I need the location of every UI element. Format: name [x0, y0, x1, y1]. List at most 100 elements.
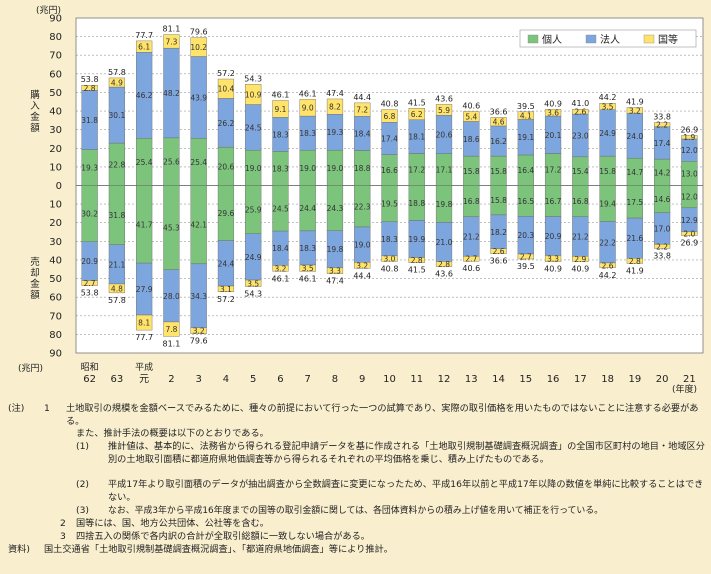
sale-total-label: 57.8: [108, 296, 126, 305]
x-category-label: 17: [574, 374, 587, 385]
y-tick-label: 80: [49, 330, 62, 341]
sale-segment-label: 25.9: [245, 206, 262, 215]
purchase-segment-label: 20.6: [436, 131, 453, 140]
purchase-segment-label: 10.9: [245, 90, 262, 99]
purchase-total-label: 46.1: [272, 90, 290, 99]
purchase-segment-label: 3.6: [547, 109, 559, 118]
x-category-label: 4: [223, 374, 229, 385]
purchase-segment-label: 19.3: [81, 164, 98, 173]
x-category-label: 6: [277, 374, 283, 385]
purchase-segment-label: 20.6: [218, 162, 235, 171]
y-tick-label: 30: [49, 125, 62, 136]
sale-segment-label: 21.1: [109, 260, 126, 269]
purchase-segment-label: 13.0: [681, 169, 698, 178]
sale-total-label: 26.9: [680, 239, 698, 248]
purchase-bar-segment: [354, 102, 371, 117]
sale-segment-label: 20.9: [81, 257, 98, 266]
purchase-segment-label: 31.8: [81, 116, 98, 125]
purchase-side-label: 金: [30, 111, 40, 123]
sale-segment-label: 3.0: [384, 255, 396, 264]
purchase-total-label: 40.9: [544, 99, 562, 108]
sale-segment-label: 31.8: [109, 211, 126, 220]
purchase-segment-label: 25.4: [190, 158, 207, 167]
purchase-total-label: 47.4: [326, 89, 344, 98]
purchase-total-label: 81.1: [163, 25, 181, 34]
purchase-side-label: 購: [30, 89, 40, 101]
purchase-bar-segment: [544, 109, 562, 117]
sale-segment-label: 18.3: [299, 244, 316, 253]
purchase-segment-label: 24.9: [599, 129, 616, 138]
y-tick-label: 90: [49, 14, 62, 25]
sale-bar-segment: [190, 327, 207, 334]
purchase-segment-label: 17.1: [436, 166, 453, 175]
note-1: (注) 1 土地取引の規模を金額ベースでみるために、種々の前提において行った一つ…: [8, 403, 706, 428]
note-2: 2 国等には、国、地方公共団体、公社等を含む。: [8, 518, 706, 531]
sale-segment-label: 2.8: [438, 260, 450, 269]
source-note: 資料) 国土交通省「土地取引規制基礎調査概況調査」、「都道府県地価調査」等により…: [8, 544, 706, 557]
sale-segment-label: 8.1: [138, 319, 150, 328]
sale-bar-segment: [435, 261, 453, 267]
sale-total-label: 46.1: [272, 274, 290, 283]
note-2-text: 国等には、国、地方公共団体、公社等を含む。: [76, 518, 269, 529]
note-2-number: 2: [60, 518, 66, 529]
sale-bar-segment: [408, 257, 425, 263]
sale-bar-segment: [245, 279, 262, 287]
x-unit-label: (兆円): [18, 363, 43, 374]
purchase-segment-label: 23.0: [572, 131, 589, 140]
sale-segment-label: 2.6: [493, 247, 505, 256]
sale-bar-segment: [490, 248, 507, 254]
sale-bar-segment: [517, 253, 534, 260]
sale-total-label: 57.2: [217, 295, 235, 304]
year-unit-label: (年度): [672, 383, 697, 395]
purchase-segment-label: 12.0: [681, 146, 698, 155]
sale-segment-label: 24.4: [218, 259, 235, 268]
plot-border: [75, 17, 704, 354]
x-category-label: 13: [465, 374, 478, 385]
purchase-segment-label: 16.4: [517, 166, 534, 175]
sale-total-label: 46.1: [299, 274, 317, 283]
sale-segment-label: 2.8: [629, 257, 641, 266]
y-tick-label: 60: [49, 293, 62, 304]
legend-swatch: [527, 34, 539, 44]
purchase-segment-label: 9.1: [274, 105, 286, 114]
sale-bar-segment: [654, 244, 671, 249]
purchase-side-label: 額: [30, 122, 40, 134]
sale-segment-label: 3.5: [247, 279, 259, 288]
legend-label: 国等: [658, 33, 678, 46]
purchase-segment-label: 24.0: [626, 132, 643, 141]
purchase-segment-label: 46.2: [136, 91, 153, 100]
purchase-total-label: 36.6: [490, 107, 508, 116]
x-category-label: 18: [601, 374, 614, 385]
purchase-segment-label: 10.4: [218, 85, 235, 94]
sale-total-label: 77.7: [135, 333, 153, 342]
purchase-segment-label: 17.2: [545, 165, 562, 174]
sale-bar-segment: [163, 321, 180, 337]
sale-segment-label: 19.9: [408, 235, 425, 244]
y-tick-label: 20: [49, 218, 62, 229]
purchase-segment-label: 16.6: [381, 166, 398, 175]
sale-segment-label: 42.1: [190, 221, 207, 230]
purchase-segment-label: 25.6: [163, 158, 180, 167]
purchase-total-label: 40.8: [381, 100, 399, 109]
purchase-segment-label: 43.9: [190, 93, 207, 102]
sale-segment-label: 29.6: [218, 209, 235, 218]
purchase-segment-label: 15.8: [599, 167, 616, 176]
purchase-total-label: 79.6: [190, 28, 208, 37]
purchase-segment-label: 2.6: [574, 108, 586, 117]
purchase-segment-label: 2.2: [656, 121, 668, 130]
sale-bar-segment: [108, 283, 125, 294]
purchase-bar-segment: [572, 108, 589, 115]
x-category-label: 2: [168, 374, 174, 385]
y-tick-label: 80: [49, 32, 62, 43]
purchase-segment-label: 4.1: [520, 112, 532, 121]
sale-bar-segment: [599, 262, 616, 268]
sale-bar-segment: [626, 258, 643, 264]
y-tick-label: 90: [49, 349, 62, 360]
x-category-label: 20: [656, 374, 669, 385]
sale-total-label: 33.8: [653, 251, 671, 260]
sale-segment-label: 12.9: [681, 216, 698, 225]
note-1-sub-2: (2) 平成17年より取引面積のデータが抽出調査から全数調査に変更になったため、…: [8, 479, 706, 505]
purchase-segment-label: 17.4: [654, 139, 671, 148]
x-category-label: 21: [683, 374, 696, 385]
sale-total-label: 40.6: [462, 264, 480, 273]
